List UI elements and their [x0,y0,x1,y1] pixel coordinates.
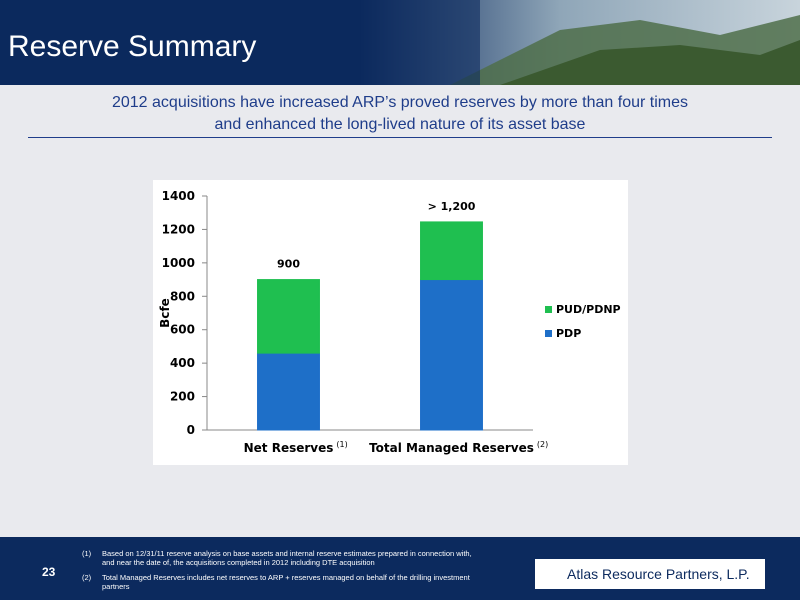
bar-segment [257,279,320,354]
header: Reserve Summary [0,0,800,85]
chart: 0 200 400 600 800 1000 1200 1400 Bcfe 900 Net Rese… [153,180,628,465]
total-label: > 1,200 [428,200,476,213]
chart-background [153,180,628,465]
page-number: 23 [42,565,56,579]
footnote-text: Based on 12/31/11 reserve analysis on ba… [102,549,472,567]
footnote-text: Total Managed Reserves includes net rese… [102,573,470,591]
legend-swatch [545,306,552,313]
header-landscape [0,0,800,85]
logo: Atlas Resource Partners, L.P. [535,559,765,589]
subtitle-line: 2012 acquisitions have increased ARP’s p… [111,94,688,111]
rule [28,137,772,138]
bar-segment [420,279,483,431]
x-tick-label: Net Reserves [244,441,334,455]
category-note: (1) [336,440,347,449]
legend-swatch [545,330,552,337]
total-label: 900 [277,258,300,271]
y-tick-label: 1400 [162,189,195,203]
bar-segment [257,352,320,431]
y-tick-label: 1200 [162,222,195,236]
y-tick-label: 800 [170,289,195,303]
y-tick-label: 1000 [162,256,195,270]
y-tick-label: 600 [170,323,195,337]
footnote-marker: (1) [82,549,92,558]
title: Reserve Summary [8,30,257,63]
y-tick-label: 200 [170,390,195,404]
legend-label: PUD/PDNP [556,303,621,316]
y-tick-label: 0 [187,423,195,437]
legend-label: PDP [556,327,581,340]
category-note: (2) [537,440,548,449]
y-tick-label: 400 [170,356,195,370]
footnote: (1) Based on 12/31/11 reserve analysis on… [82,549,482,567]
footnote: (2) Total Managed Reserves includes net r… [82,573,482,591]
subtitle: 2012 acquisitions have increased ARP’s p… [0,92,800,136]
x-tick-label: Total Managed Reserves [369,441,534,455]
footnote-marker: (2) [82,573,92,582]
footer: 23 (1) Based on 12/31/11 reserve analysis… [0,537,800,600]
subtitle-line: and enhanced the long-lived nature of it… [214,116,586,133]
y-axis-label: Bcfe [158,298,172,328]
bar-segment [420,221,483,281]
